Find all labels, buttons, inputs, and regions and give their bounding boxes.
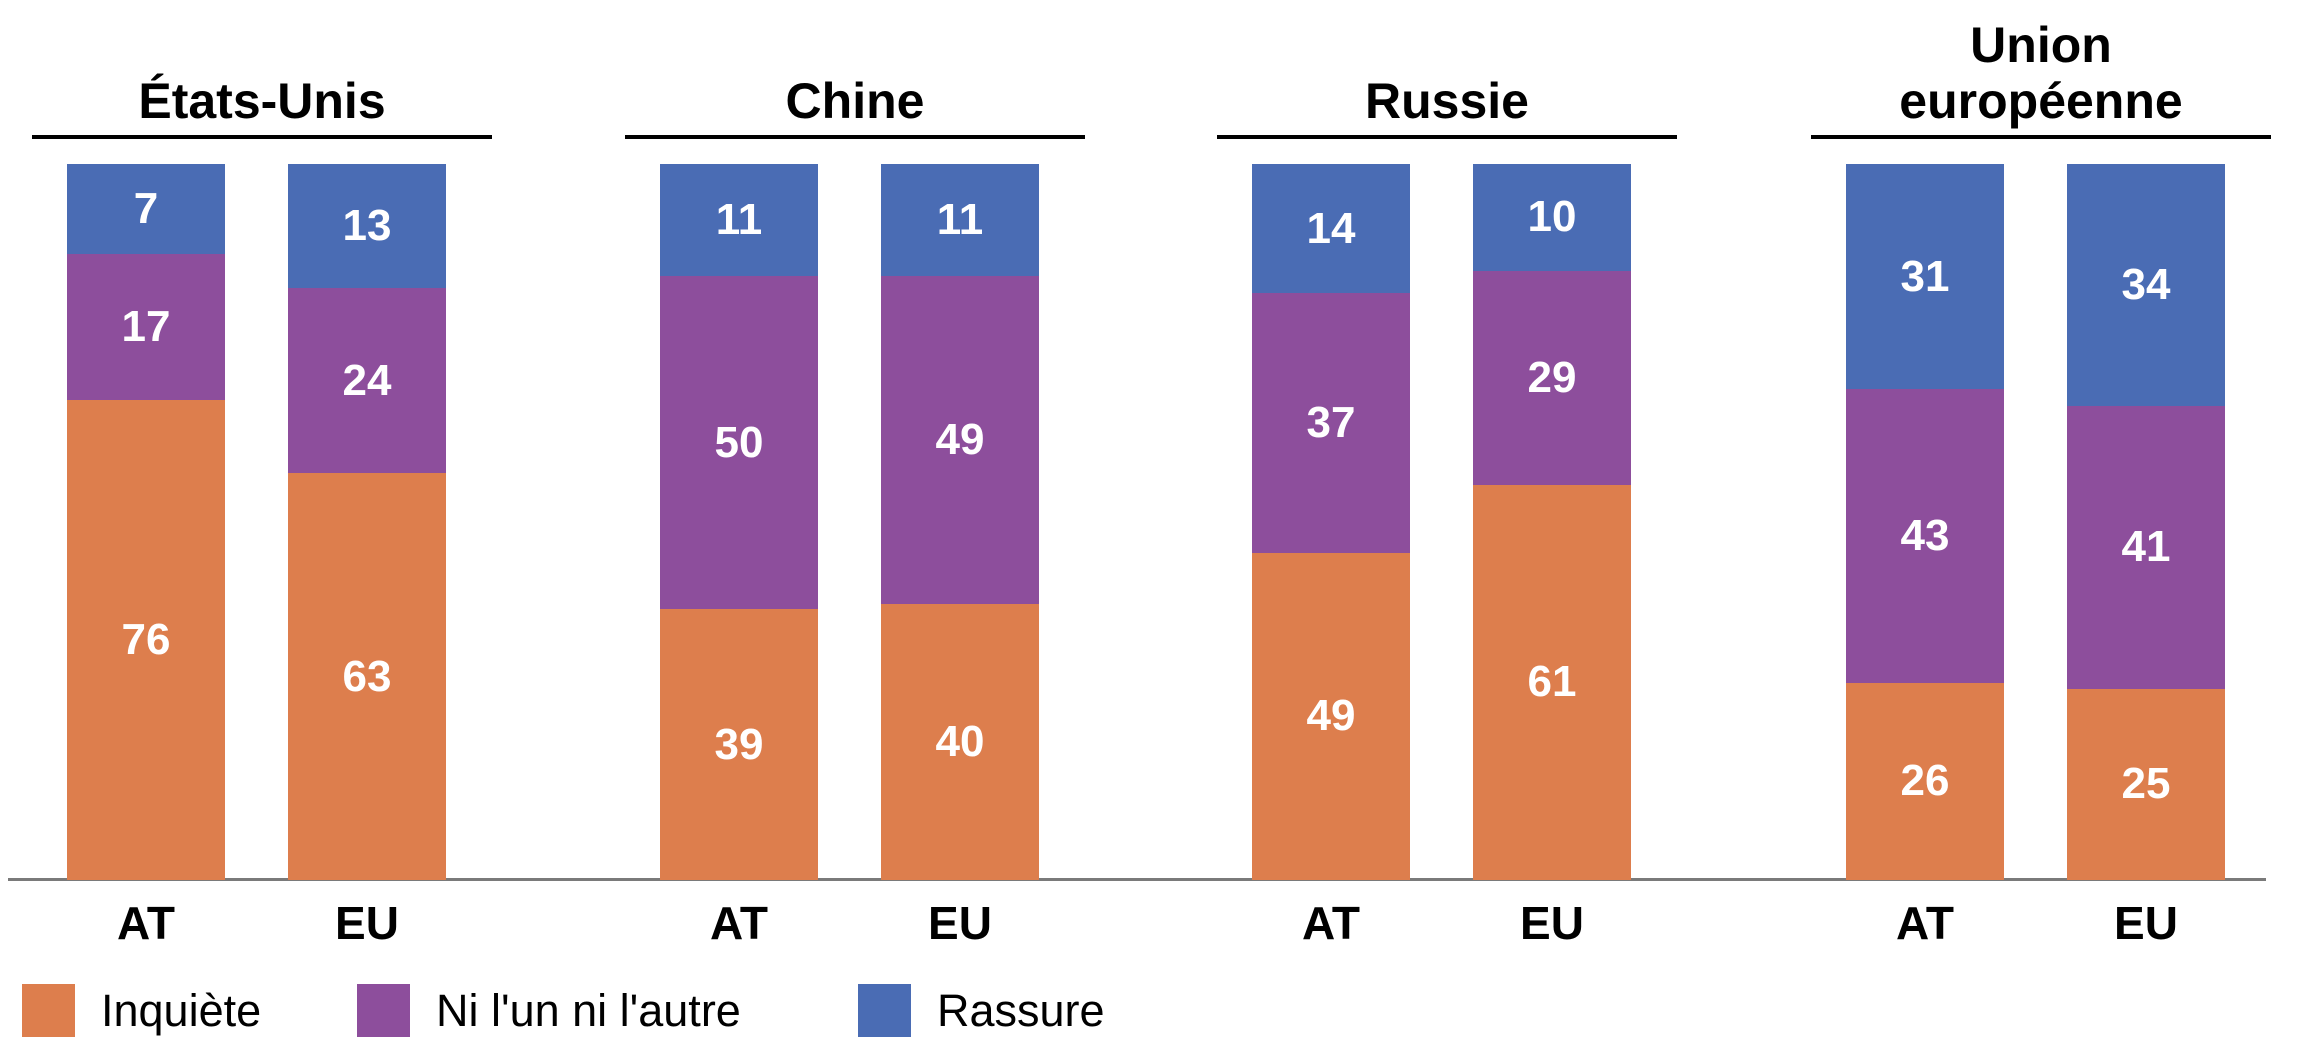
- bar-segment: 37: [1252, 293, 1410, 553]
- bar-axis-label: AT: [710, 897, 768, 949]
- bar-segment: 76: [67, 399, 225, 880]
- bar-segment: 29: [1473, 270, 1631, 485]
- country-group: Russie 14 37 49 AT 10 29 61 EU: [1217, 0, 1677, 960]
- group-title: États-Unis: [32, 0, 492, 139]
- legend-item-label: Inquiète: [101, 984, 262, 1036]
- legend-swatch: [22, 984, 75, 1037]
- country-group: Union européenne 31 43 26 AT 34 41 25 EU: [1811, 0, 2271, 960]
- stacked-bar: 31 43 26: [1846, 164, 2004, 880]
- segment-value-label: 50: [714, 417, 764, 467]
- segment-value-label: 41: [2121, 522, 2171, 572]
- segment-value-label: 24: [342, 355, 392, 405]
- bar-segment: 31: [1846, 164, 2004, 390]
- bar-segment: 34: [2067, 164, 2225, 407]
- bar-segment: 24: [288, 287, 446, 474]
- bar-segment: 43: [1846, 389, 2004, 683]
- segment-value-label: 43: [1900, 511, 1950, 561]
- group-title: Chine: [625, 0, 1085, 139]
- legend-item: Inquiète: [22, 984, 261, 1037]
- legend-item: Ni l'un ni l'autre: [357, 984, 741, 1037]
- bar-segment: 40: [881, 603, 1039, 881]
- segment-value-label: 31: [1900, 251, 1950, 301]
- bar-segment: 11: [881, 164, 1039, 277]
- stacked-bar: 10 29 61: [1473, 164, 1631, 880]
- bar-axis-label: EU: [2114, 897, 2178, 949]
- bar-segment: 26: [1846, 682, 2004, 880]
- segment-value-label: 26: [1900, 756, 1950, 806]
- segment-value-label: 10: [1527, 192, 1577, 242]
- segment-value-label: 40: [935, 716, 985, 766]
- segment-value-label: 39: [714, 719, 764, 769]
- legend-item: Rassure: [858, 984, 1105, 1037]
- segment-value-label: 25: [2121, 759, 2171, 809]
- bar-axis-label: AT: [117, 897, 175, 949]
- legend-item-label: Rassure: [937, 984, 1105, 1036]
- bar-segment: 10: [1473, 164, 1631, 271]
- bar-segment: 25: [2067, 688, 2225, 880]
- segment-value-label: 63: [342, 651, 392, 701]
- segment-value-label: 49: [1306, 691, 1356, 741]
- stacked-bar: 14 37 49: [1252, 164, 1410, 880]
- bar-axis-label: EU: [335, 897, 399, 949]
- legend-swatch: [858, 984, 911, 1037]
- segment-value-label: 29: [1527, 352, 1577, 402]
- stacked-bar: 7 17 76: [67, 164, 225, 880]
- group-title: Union européenne: [1811, 0, 2271, 139]
- bar-segment: 49: [881, 276, 1039, 604]
- segment-value-label: 14: [1306, 203, 1356, 253]
- segment-value-label: 11: [715, 195, 763, 245]
- bar-segment: 49: [1252, 552, 1410, 880]
- country-group: Chine 11 50 39 AT 11 49 40 EU: [625, 0, 1085, 960]
- segment-value-label: 76: [121, 614, 171, 664]
- bar-segment: 50: [660, 276, 818, 610]
- segment-value-label: 61: [1527, 657, 1577, 707]
- segment-value-label: 34: [2121, 260, 2171, 310]
- segment-value-label: 7: [133, 183, 159, 233]
- segment-value-label: 17: [121, 301, 171, 351]
- legend-item-label: Ni l'un ni l'autre: [436, 984, 741, 1036]
- bar-segment: 13: [288, 164, 446, 288]
- stacked-bar: 11 50 39: [660, 164, 818, 880]
- bar-axis-label: AT: [1896, 897, 1954, 949]
- legend-swatch: [357, 984, 410, 1037]
- bar-segment: 11: [660, 164, 818, 277]
- bar-segment: 39: [660, 609, 818, 880]
- stacked-bar: 11 49 40: [881, 164, 1039, 881]
- bar-segment: 63: [288, 473, 446, 880]
- bar-segment: 41: [2067, 406, 2225, 689]
- bar-axis-label: AT: [1302, 897, 1360, 949]
- bar-segment: 7: [67, 164, 225, 254]
- segment-value-label: 11: [936, 195, 984, 245]
- bar-axis-label: EU: [928, 897, 992, 949]
- segment-value-label: 37: [1306, 397, 1356, 447]
- stacked-bar: 34 41 25: [2067, 164, 2225, 880]
- country-group: États-Unis 7 17 76 AT 13 24 63 EU: [32, 0, 492, 960]
- bar-axis-label: EU: [1520, 897, 1584, 949]
- group-title: Russie: [1217, 0, 1677, 139]
- bar-segment: 61: [1473, 484, 1631, 880]
- segment-value-label: 13: [342, 200, 392, 250]
- baseline-axis: [8, 878, 2266, 881]
- bar-segment: 14: [1252, 164, 1410, 294]
- segment-value-label: 49: [935, 414, 985, 464]
- bar-segment: 17: [67, 253, 225, 400]
- stacked-bar: 13 24 63: [288, 164, 446, 880]
